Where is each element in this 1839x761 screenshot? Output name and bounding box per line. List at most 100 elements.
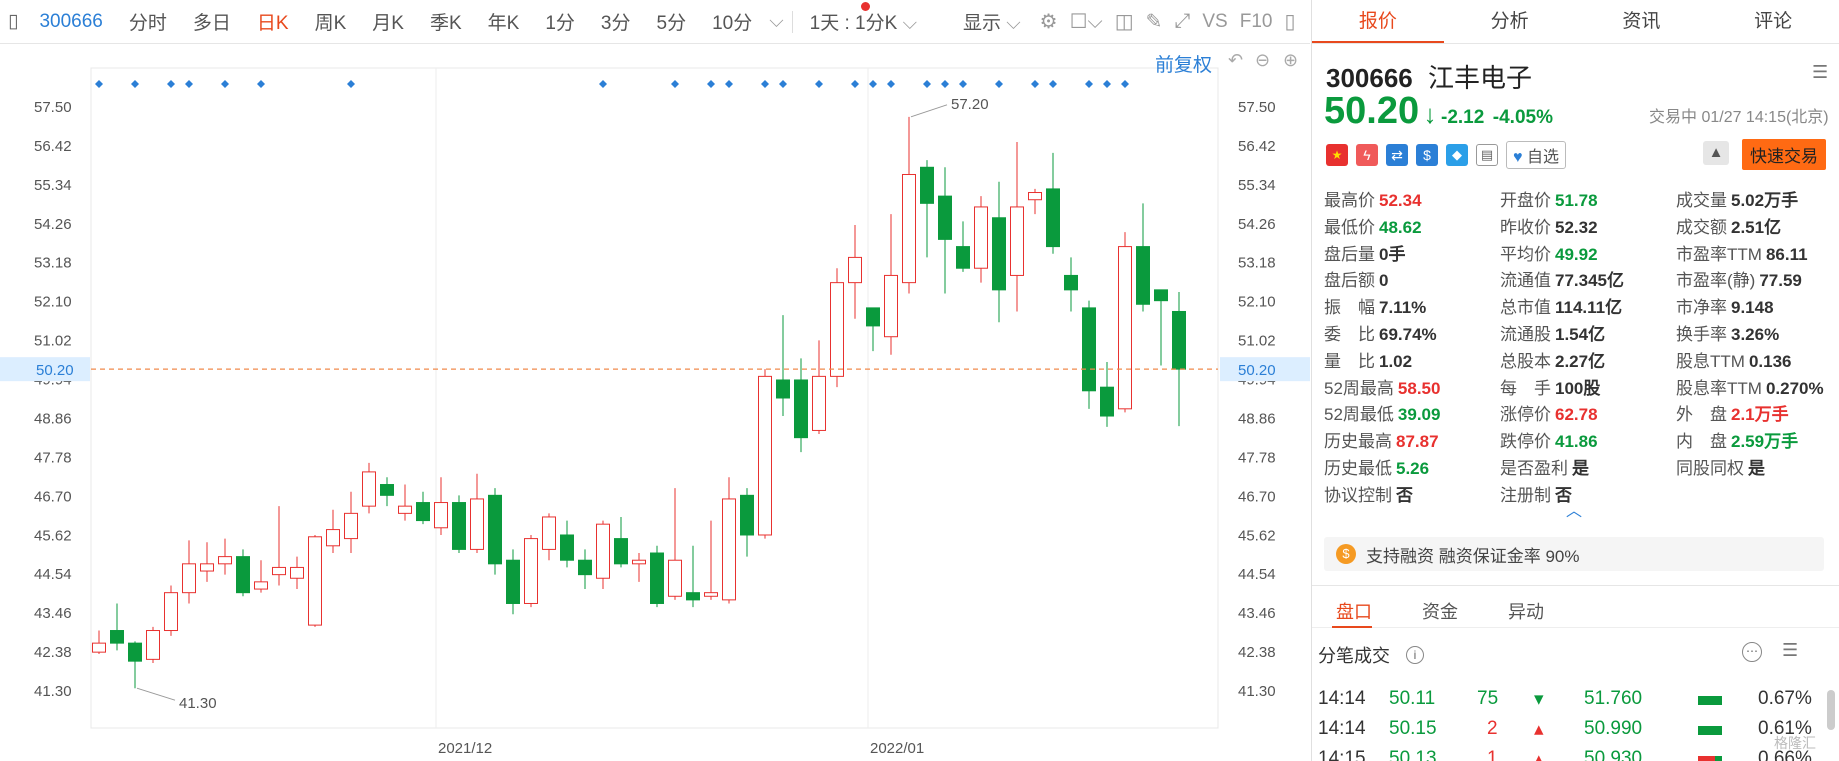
quote-field: 成交量 5.02万手 [1676,186,1798,211]
field-label: 52周最高 [1324,378,1394,398]
field-label: 成交量 [1676,191,1727,210]
collapse-icon[interactable]: ︿ [1566,503,1583,520]
field-value: 41.86 [1555,432,1598,452]
menu-icon[interactable]: ☰ [1782,640,1799,660]
dollar-icon[interactable]: $ [1416,144,1438,166]
chevron-down-icon[interactable]: ⌵ [769,10,784,32]
fullscreen-icon[interactable]: ⤢ [1174,10,1191,32]
tab-weekly-k[interactable]: 周K [314,13,347,34]
candle-body [866,307,880,327]
y-tick-label-left: 45.62 [34,527,72,544]
subtab-movement[interactable]: 异动 [1508,601,1544,622]
field-value: 7.11% [1379,298,1427,318]
tab-fenshi[interactable]: 分时 [128,13,167,34]
candle-body [488,494,502,565]
y-tick-label-left: 46.70 [34,488,72,505]
vs-button[interactable]: VS [1202,10,1228,32]
candle-body [1082,307,1096,392]
layout-icon[interactable]: ▯ [8,11,19,32]
candle-body [596,523,610,579]
undo-icon[interactable]: ↶ [1228,50,1244,70]
y-tick-label-left: 52.10 [34,294,72,311]
zoom-out-icon[interactable]: ⊖ [1255,50,1271,70]
y-tick-label-left: 43.46 [34,605,72,622]
field-value: 2.59万手 [1731,432,1799,452]
candle-body [740,494,754,536]
tab-3min[interactable]: 3分 [600,13,631,34]
note-icon[interactable]: ▤ [1476,144,1498,166]
min-label: 41.30 [179,695,217,712]
tab-1min[interactable]: 1分 [545,13,575,34]
field-value: 52.32 [1555,217,1598,237]
event-marker [1031,80,1039,88]
field-label: 总市值 [1500,298,1551,318]
adjust-qfq-button[interactable]: 前复权 [1155,55,1213,76]
arrow-up-icon: ▴ [1534,749,1544,761]
field-label: 量 比 [1324,351,1375,371]
tab-10min[interactable]: 10分 [712,13,753,34]
candle-body [794,379,808,439]
square-icon[interactable]: ☐⌵ [1069,11,1103,33]
chevron-down-icon: ⌵ [902,13,917,34]
tab-monthly-k[interactable]: 月K [372,13,404,34]
field-label: 市盈率(静) [1676,271,1756,291]
event-marker [1085,80,1093,88]
y-tick-label-left: 47.78 [34,449,72,466]
quote-field: 市净率 9.148 [1676,293,1774,318]
current-price-tag-right [1220,357,1310,382]
price-change: -2.12 [1441,107,1485,128]
field-value: 否 [1555,485,1572,505]
tab-news[interactable]: 资讯 [1622,11,1661,32]
list-icon[interactable]: ☰ [1812,62,1829,82]
candle-body [398,505,412,514]
y-tick-label-right: 51.02 [1238,333,1276,350]
tab-quarterly-k[interactable]: 季K [429,13,462,34]
kline-chart[interactable]: 2021/12 2022/01 57.50 57.50 56.42 56.42 55.34 5… [0,44,1310,761]
tab-analysis[interactable]: 分析 [1490,11,1529,32]
gear-icon[interactable]: ⚙ [1039,11,1058,33]
zoom-in-icon[interactable]: ⊕ [1283,50,1299,70]
subtab-funds[interactable]: 资金 [1422,601,1458,622]
stock-code[interactable]: 300666 [39,10,103,32]
add-watchlist-button[interactable]: ♥ 自选 [1506,141,1566,169]
tab-comments[interactable]: 评论 [1754,11,1793,32]
period-select-label: 1天 : 1分K [809,13,898,34]
shuffle-icon[interactable]: ⇄ [1386,144,1408,166]
tab-daily-k[interactable]: 日K [256,13,289,34]
event-marker [257,80,265,88]
event-marker [851,80,859,88]
ticks-title: 分笔成交 [1318,646,1390,666]
quote-field: 跌停价 41.86 [1500,427,1598,452]
candle-body [542,516,556,550]
pencil-icon[interactable]: ✎ [1145,11,1163,33]
field-label: 涨停价 [1500,405,1551,425]
tab-5min[interactable]: 5分 [656,13,687,34]
quick-trade-button[interactable]: 快速交易 [1742,139,1826,170]
field-label: 振 幅 [1324,298,1375,318]
bell-icon[interactable]: ▲ [1703,141,1729,165]
sidebar-toggle-icon[interactable]: ▯ [1284,11,1296,33]
quote-field: 总股本 2.27亿 [1500,347,1605,372]
info-icon[interactable]: i [1406,646,1424,664]
field-label: 流通值 [1500,271,1551,291]
tag-icon[interactable]: ◆ [1446,144,1468,166]
more-icon[interactable]: ⋯ [1742,642,1762,662]
f10-button[interactable]: F10 [1239,10,1273,32]
candle-body [722,498,736,601]
field-value: 0手 [1379,244,1406,264]
tab-quote[interactable]: 报价 [1312,0,1444,43]
tab-yearly-k[interactable]: 年K [487,13,520,34]
subtab-orderbook[interactable]: 盘口 [1336,601,1372,622]
candle-body [992,217,1006,291]
field-value: 77.345亿 [1555,271,1624,291]
flash-icon[interactable]: ϟ [1356,144,1378,166]
tab-multiday[interactable]: 多日 [192,13,231,34]
event-marker [167,80,175,88]
field-value: 0.270% [1765,378,1824,398]
period-select[interactable]: 1天 : 1分K ⌵ [797,8,930,35]
display-menu[interactable]: 显示 ⌵ [950,8,1034,35]
quote-field: 历史最高 87.87 [1324,427,1439,452]
camera-icon[interactable]: ◫ [1114,11,1134,33]
scrollbar[interactable] [1827,690,1835,730]
field-label: 委 比 [1324,325,1375,344]
